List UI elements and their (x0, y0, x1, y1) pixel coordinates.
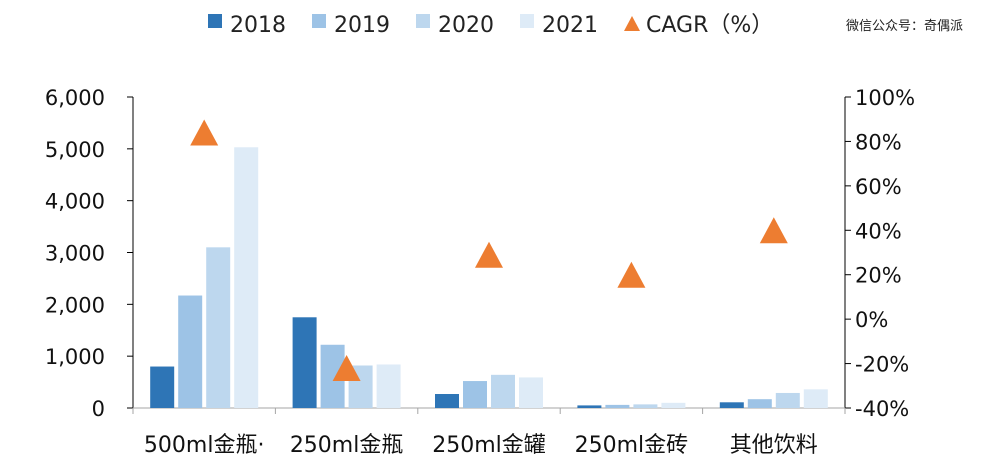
y-left-tick-label: 6,000 (45, 86, 105, 110)
cagr-marker-1 (332, 355, 361, 382)
bar-2021-4 (803, 389, 828, 408)
legend-label-2020: 2020 (438, 13, 494, 38)
x-category-label: 500ml金瓶· (144, 433, 265, 458)
x-category-label: 250ml金罐 (432, 433, 546, 458)
bar-2018-3 (577, 405, 602, 408)
bar-2018-2 (435, 394, 459, 408)
bar-2020-2 (491, 374, 515, 408)
y-right-tick-label: 40% (855, 219, 902, 243)
legend-swatch-2018 (208, 14, 222, 28)
y-right-tick-label: -20% (855, 353, 909, 377)
y-left-tick-label: 5,000 (45, 138, 105, 162)
watermark: 微信公众号：奇偶派 (846, 18, 963, 34)
bar-2018-4 (719, 402, 744, 408)
bar-2019-4 (747, 399, 772, 408)
bar-2020-3 (633, 404, 658, 408)
legend-marker-cagr (624, 16, 640, 31)
y-right-tick-label: 100% (855, 86, 915, 110)
legend-label-2021: 2021 (542, 13, 598, 38)
bar-2019-2 (463, 381, 487, 408)
bar-2019-3 (605, 404, 630, 408)
legend: 2018 2019 2020 2021 CAGR（%） (208, 13, 773, 38)
bars (150, 147, 828, 409)
y-left-tick-label: 4,000 (45, 190, 105, 214)
legend-swatch-2020 (416, 14, 430, 28)
legend-label-2019: 2019 (334, 13, 390, 38)
y-left-tick-label: 1,000 (45, 345, 105, 369)
x-category-label: 250ml金瓶 (290, 433, 404, 458)
y-left-tick-label: 2,000 (45, 293, 105, 317)
bar-2021-0 (234, 147, 259, 409)
cagr-marker-3 (617, 261, 646, 288)
bar-2021-3 (661, 402, 686, 408)
bar-2019-0 (178, 295, 203, 408)
x-category-label: 250ml金砖 (575, 433, 689, 458)
y-right-tick-label: 20% (855, 264, 902, 288)
y-left-tick-label: 0 (92, 397, 105, 421)
x-category-label: 其他饮料 (730, 433, 818, 458)
cagr-marker-4 (759, 217, 788, 244)
y-right-tick-label: 0% (855, 308, 888, 332)
legend-label-2018: 2018 (230, 13, 286, 38)
cagr-markers (190, 119, 788, 382)
y-right-tick-label: 60% (855, 175, 902, 199)
legend-swatch-2021 (520, 14, 534, 28)
legend-label-cagr: CAGR（%） (646, 13, 773, 38)
bar-2020-0 (206, 247, 231, 408)
legend-swatch-2019 (312, 14, 326, 28)
bar-2018-1 (292, 317, 317, 408)
y-right-tick-label: 80% (855, 130, 902, 154)
bar-2018-0 (150, 366, 175, 408)
y-left-tick-label: 3,000 (45, 242, 105, 266)
tick-labels: 0 1,000 2,000 3,000 4,000 5,000 6,000 -40% -20% 0… (45, 86, 915, 458)
bar-2020-4 (775, 392, 800, 408)
cagr-marker-2 (475, 241, 503, 268)
bar-2021-1 (376, 364, 401, 408)
cagr-marker-0 (190, 119, 219, 146)
y-right-tick-label: -40% (855, 397, 909, 421)
bar-2021-2 (519, 377, 543, 408)
